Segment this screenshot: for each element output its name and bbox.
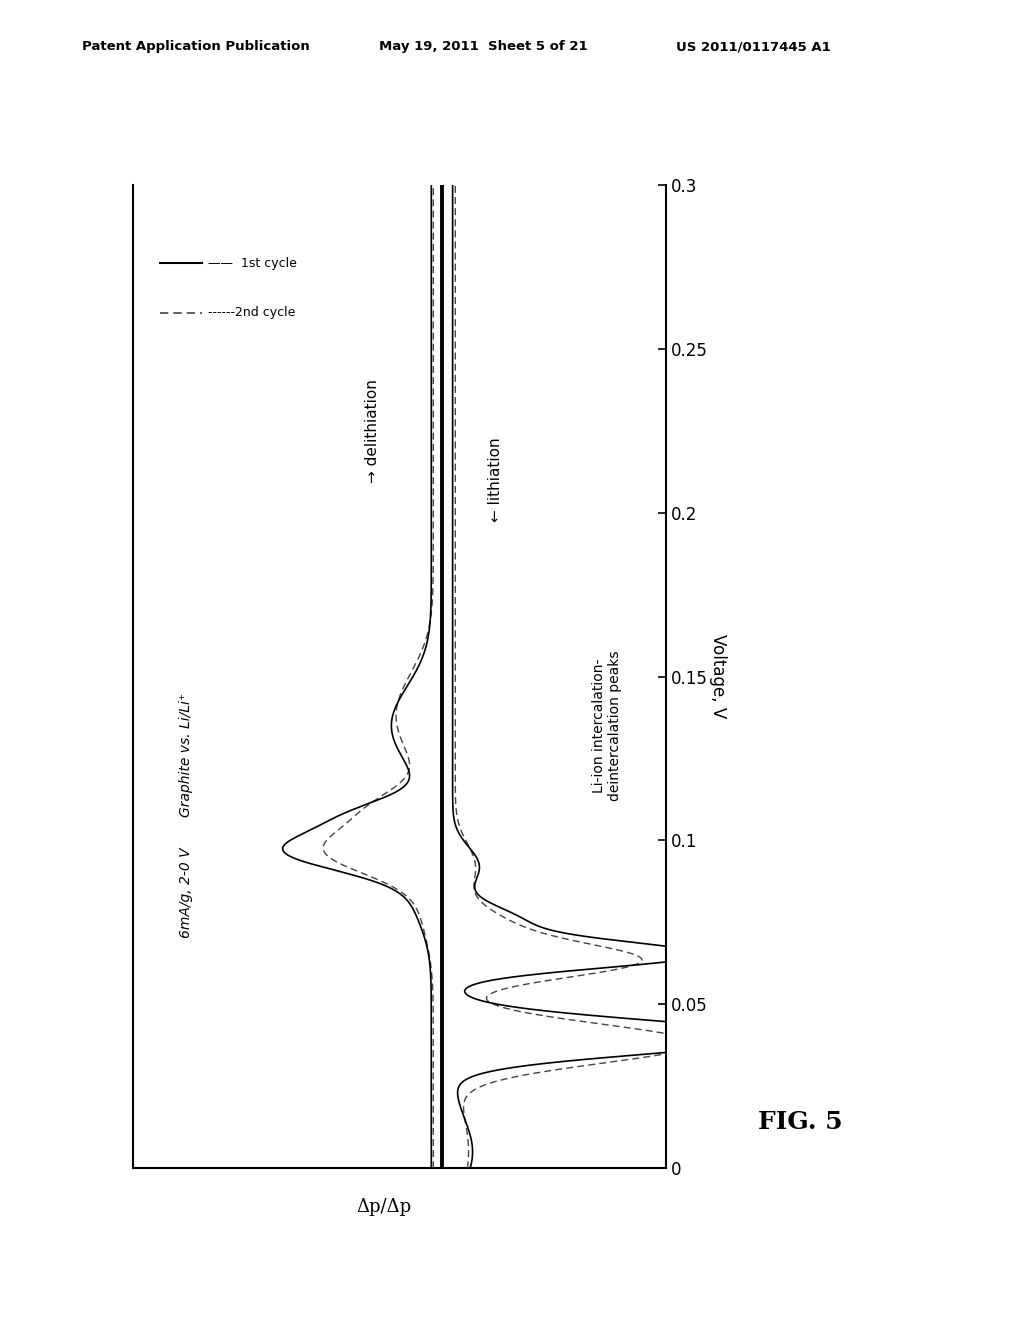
Text: 6mA/g, 2-0 V: 6mA/g, 2-0 V: [179, 847, 194, 939]
Y-axis label: Voltage, V: Voltage, V: [709, 635, 727, 718]
Text: US 2011/0117445 A1: US 2011/0117445 A1: [676, 40, 830, 53]
Text: May 19, 2011  Sheet 5 of 21: May 19, 2011 Sheet 5 of 21: [379, 40, 588, 53]
Text: ------2nd cycle: ------2nd cycle: [208, 306, 295, 319]
Text: FIG. 5: FIG. 5: [758, 1110, 843, 1134]
Text: ——  1st cycle: —— 1st cycle: [208, 257, 297, 271]
Text: Li-ion intercalation-
deintercalation peaks: Li-ion intercalation- deintercalation pe…: [592, 651, 623, 801]
Text: Patent Application Publication: Patent Application Publication: [82, 40, 309, 53]
Text: ← lithiation: ← lithiation: [487, 437, 503, 523]
Text: Δp/Δp: Δp/Δp: [356, 1197, 412, 1216]
Text: Graphite vs. Li/Li⁺: Graphite vs. Li/Li⁺: [179, 693, 194, 817]
Text: → delithiation: → delithiation: [366, 379, 380, 483]
